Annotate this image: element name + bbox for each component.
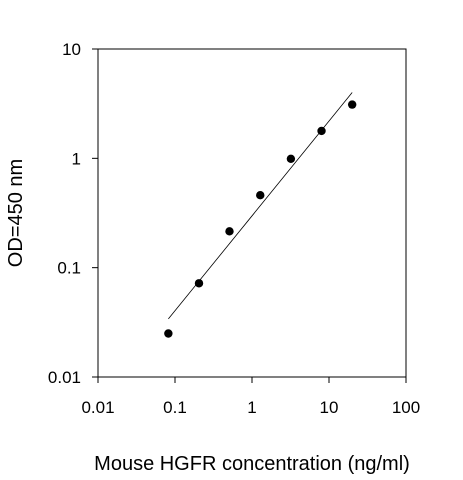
data-point	[164, 329, 173, 338]
data-point	[225, 227, 234, 236]
data-points	[164, 100, 357, 338]
data-point	[347, 100, 357, 109]
x-tick-label: 0.1	[163, 398, 187, 417]
y-tick-label: 0.1	[57, 259, 81, 278]
plot-frame	[97, 48, 407, 378]
data-point	[256, 191, 265, 200]
y-axis-title: OD=450 nm	[5, 159, 27, 267]
x-tick-label: 1	[247, 398, 256, 417]
x-axis-title: Mouse HGFR concentration (ng/ml)	[94, 453, 410, 475]
y-axis-ticks: 0.01 0.1 1 10	[48, 40, 98, 387]
x-tick-label: 0.01	[81, 398, 114, 417]
y-tick-label: 10	[62, 40, 81, 59]
x-tick-label: 100	[392, 398, 420, 417]
x-tick-label: 10	[320, 398, 339, 417]
y-tick-label: 1	[72, 149, 81, 168]
y-tick-label: 0.01	[48, 368, 81, 387]
data-point	[317, 126, 326, 136]
data-point	[286, 154, 296, 164]
x-axis-ticks: 0.01 0.1 1 10 100	[81, 377, 420, 417]
data-point	[194, 279, 204, 288]
